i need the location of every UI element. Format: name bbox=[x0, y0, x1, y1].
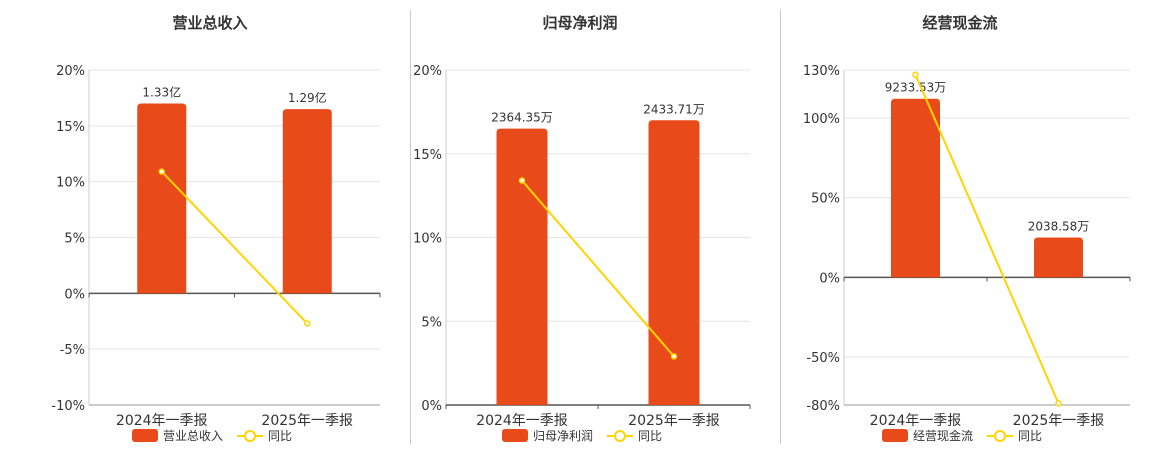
x-tick-label: 2024年一季报 bbox=[116, 413, 208, 429]
panel-divider bbox=[780, 10, 781, 444]
bar-data-label: 2364.35万 bbox=[491, 111, 553, 125]
x-tick-label: 2025年一季报 bbox=[628, 413, 720, 429]
legend-line-label: 同比 bbox=[268, 429, 293, 443]
legend-bar-label: 营业总收入 bbox=[163, 429, 224, 443]
x-tick-label: 2025年一季报 bbox=[261, 413, 353, 429]
bar-data-label: 1.29亿 bbox=[288, 90, 327, 105]
chart-title-net-profit: 归母净利润 bbox=[542, 14, 618, 32]
bar-data-label: 2433.71万 bbox=[643, 102, 705, 116]
x-tick-label: 2025年一季报 bbox=[1013, 413, 1105, 429]
legend-line-marker-icon bbox=[607, 429, 634, 442]
panel-divider bbox=[410, 10, 411, 444]
y-tick-label: 50% bbox=[811, 192, 840, 207]
y-tick-label: 0% bbox=[819, 271, 840, 286]
y-tick-label: 0% bbox=[421, 399, 442, 414]
yoy-point bbox=[670, 353, 678, 360]
y-tick-label: 15% bbox=[413, 148, 442, 163]
bar-data-label: 1.33亿 bbox=[142, 85, 181, 100]
bar-net-profit-1 bbox=[648, 120, 700, 405]
y-tick-label: 5% bbox=[64, 232, 85, 247]
yoy-point bbox=[518, 177, 526, 184]
legend-revenue[interactable]: 营业总收入 同比 bbox=[132, 427, 292, 444]
y-tick-label: 130% bbox=[803, 64, 840, 79]
y-tick-label: 15% bbox=[56, 120, 85, 135]
legend-bar-swatch bbox=[502, 429, 528, 442]
y-tick-label: 0% bbox=[64, 287, 85, 302]
chart-title-revenue: 营业总收入 bbox=[172, 14, 248, 32]
y-tick-label: 5% bbox=[421, 315, 442, 330]
chart-title-cash-flow: 经营现金流 bbox=[922, 14, 998, 32]
yoy-point bbox=[912, 71, 919, 79]
legend-line-label: 同比 bbox=[638, 429, 663, 443]
legend-bar-swatch bbox=[132, 429, 158, 442]
yoy-line-revenue bbox=[161, 170, 308, 325]
legend-bar-label: 经营现金流 bbox=[913, 429, 974, 443]
y-tick-label: 20% bbox=[413, 64, 442, 79]
legend-line-label: 同比 bbox=[1018, 429, 1043, 443]
y-tick-label: 10% bbox=[56, 176, 85, 191]
yoy-line-cash-flow bbox=[914, 74, 1060, 404]
yoy-point bbox=[1055, 400, 1062, 407]
y-tick-label: 10% bbox=[413, 232, 442, 247]
y-tick-label: 100% bbox=[803, 112, 840, 127]
y-tick-label: -10% bbox=[51, 399, 85, 414]
legend-line-marker-icon bbox=[237, 429, 264, 442]
bar-cash-flow-0 bbox=[891, 98, 940, 278]
yoy-point bbox=[304, 320, 311, 327]
yoy-line-net-profit bbox=[521, 179, 675, 358]
y-tick-label: -50% bbox=[806, 351, 840, 366]
bar-net-profit-0 bbox=[496, 128, 548, 405]
y-tick-label: -5% bbox=[60, 343, 85, 358]
yoy-point bbox=[158, 168, 165, 175]
legend-cash-flow[interactable]: 经营现金流 同比 bbox=[882, 427, 1042, 444]
bar-cash-flow-1 bbox=[1034, 237, 1083, 278]
x-tick-label: 2024年一季报 bbox=[476, 413, 568, 429]
legend-net-profit[interactable]: 归母净利润 同比 bbox=[502, 427, 662, 444]
bar-data-label: 2038.58万 bbox=[1028, 220, 1090, 234]
legend-line-marker-icon bbox=[987, 429, 1014, 442]
y-tick-label: -80% bbox=[806, 399, 840, 414]
bar-revenue-0 bbox=[137, 103, 187, 294]
bar-revenue-1 bbox=[282, 109, 332, 294]
y-tick-label: 20% bbox=[56, 64, 85, 79]
x-tick-label: 2024年一季报 bbox=[870, 413, 962, 429]
legend-bar-swatch bbox=[882, 429, 908, 442]
legend-bar-label: 归母净利润 bbox=[533, 429, 594, 443]
bar-data-label: 9233.53万 bbox=[885, 81, 947, 95]
